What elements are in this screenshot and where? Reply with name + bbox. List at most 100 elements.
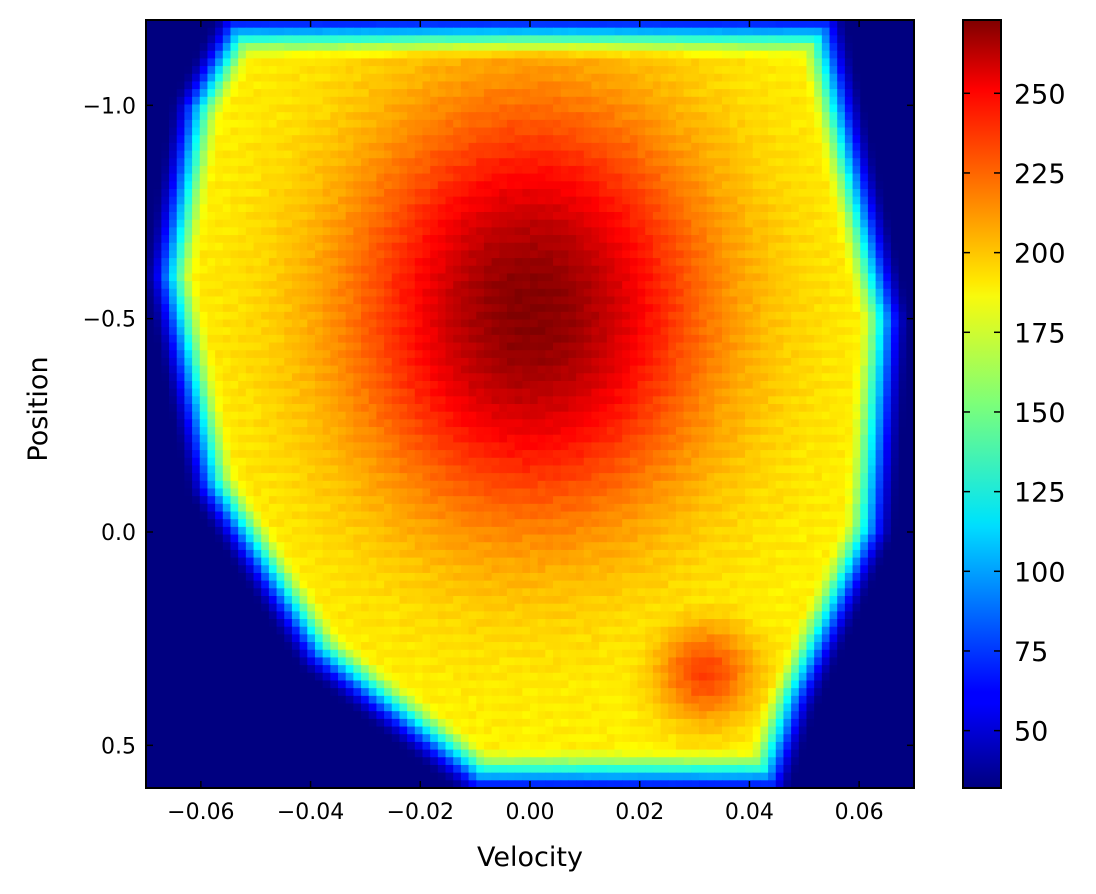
heatmap-cell xyxy=(460,380,470,390)
heatmap-cell xyxy=(576,188,585,198)
heatmap-cell xyxy=(821,196,831,205)
heatmap-cell xyxy=(576,142,585,152)
heatmap-cell xyxy=(483,227,493,236)
heatmap-cell xyxy=(629,135,639,144)
heatmap-cell xyxy=(629,165,639,175)
heatmap-cell xyxy=(238,265,247,275)
heatmap-cell xyxy=(153,20,162,29)
heatmap-cell xyxy=(530,66,539,75)
heatmap-cell xyxy=(169,204,178,213)
heatmap-cell xyxy=(184,81,193,90)
heatmap-cell xyxy=(215,165,224,175)
heatmap-cell xyxy=(338,212,347,221)
heatmap-cell xyxy=(445,388,454,397)
heatmap-cell xyxy=(560,104,569,113)
heatmap-cell xyxy=(837,304,846,313)
heatmap-cell xyxy=(745,342,754,351)
heatmap-cell xyxy=(491,66,500,75)
heatmap-cell xyxy=(814,380,823,390)
heatmap-cell xyxy=(192,273,201,282)
heatmap-cell xyxy=(384,365,393,374)
heatmap-cell xyxy=(161,258,170,267)
heatmap-cell xyxy=(407,273,416,282)
heatmap-cell xyxy=(898,304,907,313)
heatmap-cell xyxy=(691,165,700,175)
heatmap-cell xyxy=(522,173,531,182)
heatmap-cell xyxy=(898,20,907,29)
heatmap-cell xyxy=(330,73,339,83)
heatmap-cell xyxy=(852,66,861,75)
heatmap-cell xyxy=(768,235,777,244)
heatmap-cell xyxy=(614,142,623,152)
heatmap-cell xyxy=(353,35,362,44)
heatmap-cell xyxy=(791,319,800,328)
heatmap-cell xyxy=(530,219,539,228)
heatmap-cell xyxy=(652,235,662,244)
heatmap-cell xyxy=(368,104,377,113)
heatmap-cell xyxy=(322,81,331,90)
heatmap-cell xyxy=(698,350,708,359)
heatmap-cell xyxy=(368,365,377,374)
heatmap-cell xyxy=(376,258,385,267)
heatmap-cell xyxy=(560,350,569,359)
heatmap-cell xyxy=(645,296,654,305)
heatmap-cell xyxy=(460,35,470,44)
heatmap-cell xyxy=(545,58,554,67)
heatmap-cell xyxy=(768,296,777,305)
heatmap-cell xyxy=(284,181,293,190)
heatmap-cell xyxy=(691,250,700,259)
heatmap-cell xyxy=(890,334,900,344)
heatmap-cell xyxy=(768,89,777,98)
heatmap-cell xyxy=(668,173,677,182)
heatmap-cell xyxy=(844,158,854,167)
heatmap-cell xyxy=(783,73,792,83)
heatmap-cell xyxy=(345,273,354,282)
heatmap-cell xyxy=(430,89,439,98)
heatmap-cell xyxy=(606,227,616,236)
heatmap-cell xyxy=(430,227,439,236)
heatmap-cell xyxy=(222,181,232,190)
heatmap-cell xyxy=(514,89,523,98)
heatmap-cell xyxy=(714,227,723,236)
heatmap-cell xyxy=(852,150,861,159)
heatmap-cell xyxy=(798,58,808,67)
heatmap-cell xyxy=(506,327,516,336)
heatmap-cell xyxy=(760,127,769,136)
heatmap-cell xyxy=(752,20,761,29)
heatmap-cell xyxy=(775,304,785,313)
heatmap-cell xyxy=(184,235,193,244)
heatmap-cell xyxy=(299,250,308,259)
heatmap-cell xyxy=(161,89,170,98)
heatmap-cell xyxy=(537,181,546,190)
heatmap-cell xyxy=(668,265,677,275)
heatmap-cell xyxy=(460,396,470,405)
heatmap-cell xyxy=(245,96,255,106)
heatmap-cell xyxy=(184,112,193,121)
heatmap-cell xyxy=(606,396,616,405)
heatmap-cell xyxy=(176,219,185,228)
heatmap-cell xyxy=(775,135,785,144)
heatmap-cell xyxy=(468,27,477,36)
heatmap-cell xyxy=(530,235,539,244)
heatmap-cell xyxy=(814,304,823,313)
heatmap-cell xyxy=(176,20,185,29)
heatmap-cell xyxy=(683,204,692,213)
heatmap-cell xyxy=(199,342,209,351)
heatmap-cell xyxy=(146,288,155,298)
heatmap-cell xyxy=(391,81,401,90)
heatmap-cell xyxy=(161,273,170,282)
heatmap-cell xyxy=(622,89,631,98)
heatmap-cell xyxy=(169,58,178,67)
heatmap-cell xyxy=(430,50,439,59)
heatmap-cell xyxy=(583,296,593,305)
heatmap-cell xyxy=(791,173,800,182)
heatmap-cell xyxy=(560,380,569,390)
heatmap-cell xyxy=(499,81,508,90)
heatmap-cell xyxy=(437,388,447,397)
heatmap-cell xyxy=(576,43,585,52)
heatmap-cell xyxy=(506,304,516,313)
heatmap-cell xyxy=(752,227,761,236)
heatmap-cell xyxy=(860,365,869,374)
heatmap-cell xyxy=(791,342,800,351)
heatmap-cell xyxy=(338,73,347,83)
